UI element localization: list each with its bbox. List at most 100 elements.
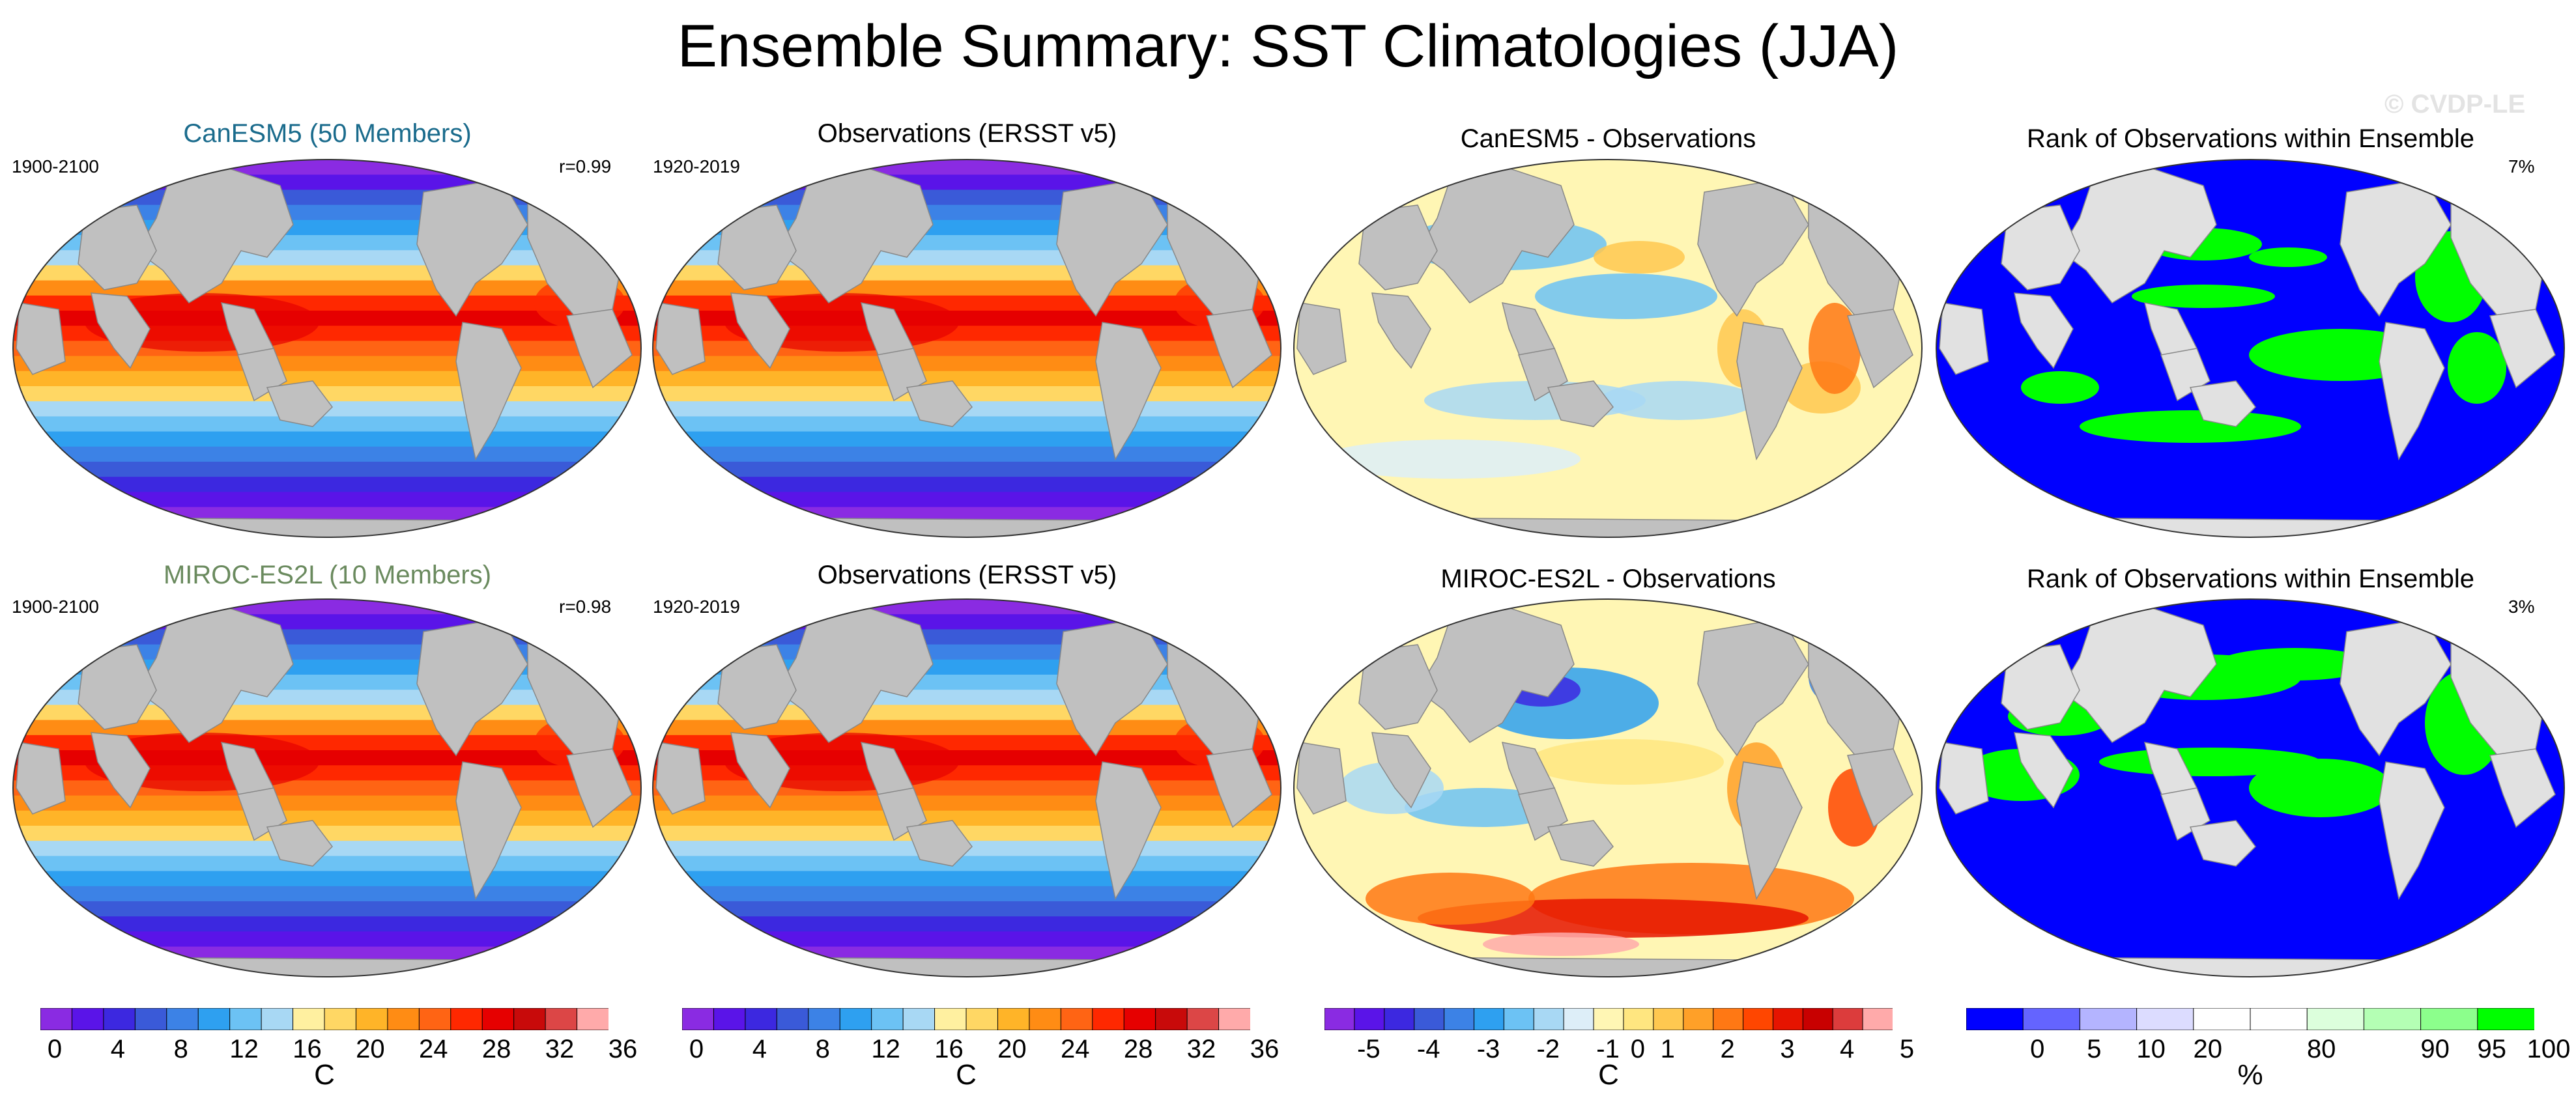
period-label: 1920-2019	[653, 597, 740, 617]
colorbar-swatch	[103, 1008, 136, 1030]
colorbar-unit-label: C	[956, 1059, 977, 1091]
correlation-label: r=0.99	[559, 156, 612, 176]
colorbar-swatch	[1444, 1008, 1475, 1030]
colorbar-swatch	[513, 1008, 547, 1030]
colorbar-swatch	[2136, 1008, 2194, 1030]
colorbar-tick-label: 10	[2136, 1035, 2166, 1063]
colorbar-swatch	[261, 1008, 294, 1030]
colorbar-swatch	[682, 1008, 715, 1030]
colorbar-tick-label: 4	[110, 1035, 125, 1063]
correlation-label: r=0.98	[559, 597, 612, 617]
colorbar-tick-label: -3	[1476, 1035, 1500, 1063]
colorbar-tick-label: 0	[2030, 1035, 2045, 1063]
colorbar-swatch	[1713, 1008, 1744, 1030]
rank-colorbar-labels: 0 5 10 20 80 90 95 100%	[1966, 1034, 2570, 1093]
colorbar-swatch	[1092, 1008, 1125, 1030]
colorbar-tick-label: 32	[1186, 1035, 1216, 1063]
colorbar-tick-label: 8	[815, 1035, 830, 1063]
panel-title-rank2: Rank of Observations within Ensemble	[2027, 565, 2474, 593]
colorbar-tick-label: 1	[1660, 1035, 1675, 1063]
colorbar-swatch	[1414, 1008, 1445, 1030]
map-panel-diff1	[1293, 159, 1923, 538]
colorbar-swatch	[1772, 1008, 1804, 1030]
colorbar-swatch	[1123, 1008, 1156, 1030]
colorbar-tick-label: 32	[545, 1035, 575, 1063]
colorbar-tick-label: 28	[1123, 1035, 1153, 1063]
colorbar-tick-label: 80	[2306, 1035, 2336, 1063]
panel-title-model2: MIROC-ES2L (10 Members)	[163, 561, 492, 589]
colorbar-swatch	[1060, 1008, 1093, 1030]
rank-percent-label: 3%	[2508, 597, 2535, 617]
colorbar-unit-label: %	[2237, 1059, 2263, 1091]
colorbar-tick-label: 16	[934, 1035, 964, 1063]
sst-colorbar-1-labels: 0 4 8 12 16 20 24 28 32 36 C	[40, 1034, 637, 1093]
colorbar-swatch	[545, 1008, 578, 1030]
colorbar-swatch	[776, 1008, 809, 1030]
colorbar-unit-label: C	[314, 1059, 335, 1091]
colorbar-swatch	[902, 1008, 936, 1030]
period-label: 1900-2100	[12, 597, 99, 617]
colorbar-tick-label: 20	[997, 1035, 1027, 1063]
colorbar-swatch	[871, 1008, 904, 1030]
panel-title-diff1: CanESM5 - Observations	[1460, 124, 1756, 153]
colorbar-swatch	[450, 1008, 483, 1030]
colorbar-swatch	[293, 1008, 325, 1030]
colorbar-tick-label: 4	[1840, 1035, 1855, 1063]
diff-colorbar	[1324, 1008, 1893, 1030]
map-panel-model1	[12, 159, 642, 538]
diff-colorbar-labels: -5 -4 -3 -2 -1 0 1 2 3 4 5 C	[1324, 1034, 1914, 1093]
colorbar-tick-label: 36	[1250, 1035, 1280, 1063]
watermark: © CVDP-LE	[2384, 90, 2526, 119]
panel-title-obs1: Observations (ERSST v5)	[817, 119, 1117, 148]
map-panel-obs2	[652, 598, 1281, 977]
map-panel-model2	[12, 598, 642, 977]
period-label: 1900-2100	[12, 156, 99, 176]
colorbar-tick-label: -4	[1416, 1035, 1440, 1063]
colorbar-swatch	[713, 1008, 746, 1030]
colorbar-swatch	[577, 1008, 608, 1030]
colorbar-tick-label: -2	[1536, 1035, 1560, 1063]
rank-percent-label: 7%	[2508, 156, 2535, 176]
colorbar-tick-label: 0	[689, 1035, 704, 1063]
colorbar-swatch	[229, 1008, 263, 1030]
colorbar-swatch	[2193, 1008, 2251, 1030]
rank-colorbar	[1966, 1008, 2534, 1030]
colorbar-swatch	[71, 1008, 104, 1030]
figure-title: Ensemble Summary: SST Climatologies (JJA…	[677, 13, 1899, 79]
colorbar-tick-label: 5	[1899, 1035, 1915, 1063]
colorbar-tick-label: -5	[1357, 1035, 1381, 1063]
colorbar-swatch	[1743, 1008, 1774, 1030]
panel-title-obs2: Observations (ERSST v5)	[817, 561, 1117, 589]
sst-colorbar-2	[682, 1008, 1250, 1030]
colorbar-tick-label: 5	[2087, 1035, 2102, 1063]
colorbar-swatch	[1623, 1008, 1654, 1030]
period-label: 1920-2019	[653, 156, 740, 176]
colorbar-swatch	[1533, 1008, 1565, 1030]
colorbar-swatch	[418, 1008, 451, 1030]
colorbar-tick-label: 20	[2193, 1035, 2223, 1063]
colorbar-tick-label: 90	[2420, 1035, 2450, 1063]
colorbar-swatch	[966, 1008, 999, 1030]
colorbar-swatch	[1473, 1008, 1505, 1030]
colorbar-swatch	[40, 1008, 73, 1030]
colorbar-swatch	[1563, 1008, 1595, 1030]
colorbar-tick-label: 100	[2526, 1035, 2571, 1063]
colorbar-tick-label: 20	[356, 1035, 385, 1063]
colorbar-swatch	[1029, 1008, 1062, 1030]
colorbar-tick-label: -1	[1596, 1035, 1620, 1063]
colorbar-tick-label: 12	[229, 1035, 259, 1063]
colorbar-swatch	[134, 1008, 167, 1030]
map-panel-obs1	[652, 159, 1281, 538]
colorbar-swatch	[745, 1008, 778, 1030]
colorbar-swatch	[1862, 1008, 1893, 1030]
colorbar-tick-label: 8	[173, 1035, 188, 1063]
map-panel-rank1	[1936, 159, 2565, 538]
colorbar-tick-label: 95	[2477, 1035, 2507, 1063]
colorbar-swatch	[839, 1008, 872, 1030]
colorbar-swatch	[2477, 1008, 2534, 1030]
sst-colorbar-1	[40, 1008, 608, 1030]
colorbar-swatch	[166, 1008, 199, 1030]
colorbar-swatch	[2079, 1008, 2138, 1030]
colorbar-tick-label: 24	[1061, 1035, 1090, 1063]
sst-colorbar-2-labels: 0 4 8 12 16 20 24 28 32 36 C	[682, 1034, 1279, 1093]
